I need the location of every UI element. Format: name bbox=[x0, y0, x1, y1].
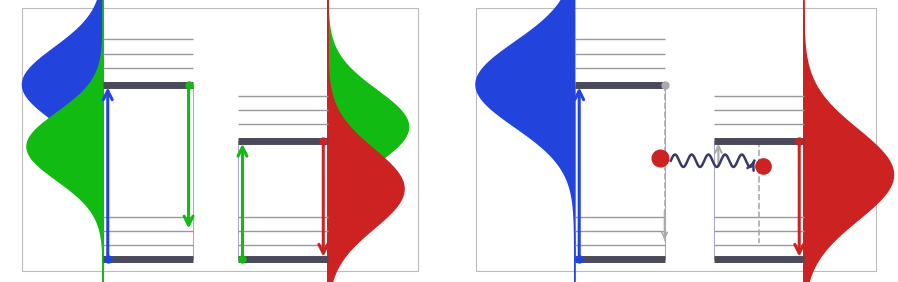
Bar bbox=[22, 8, 418, 271]
Bar bbox=[476, 8, 876, 271]
